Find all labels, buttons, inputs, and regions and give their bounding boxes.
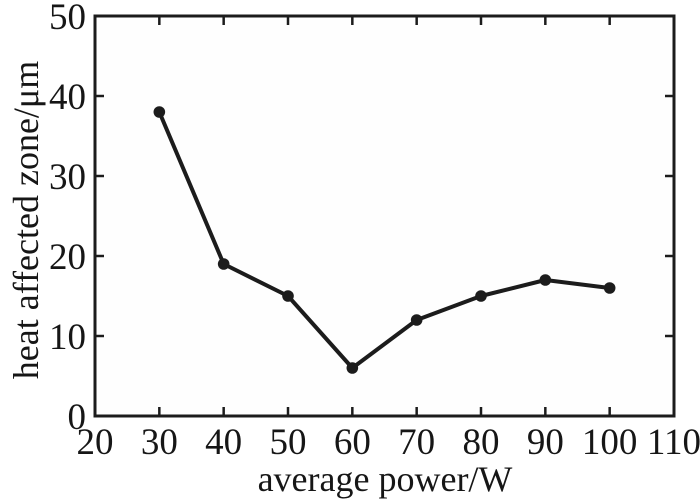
- data-point: [475, 290, 487, 302]
- x-tick-label: 100: [582, 422, 638, 463]
- data-point: [282, 290, 294, 302]
- data-point: [410, 314, 423, 326]
- y-axis-title: heat affected zone/μm: [6, 61, 46, 379]
- x-axis-title: average power/W: [258, 459, 513, 499]
- x-tick-label: 110: [647, 422, 700, 463]
- y-tick-label: 10: [49, 317, 86, 358]
- data-series: [153, 106, 616, 374]
- x-tick-label: 50: [270, 422, 307, 463]
- data-point: [217, 258, 230, 270]
- x-tick-label: 70: [398, 422, 435, 463]
- series-line: [157, 110, 612, 370]
- y-tick-label: 40: [49, 77, 86, 118]
- data-point: [603, 282, 616, 294]
- x-tick-label: 40: [205, 422, 242, 463]
- x-tick-label: 30: [141, 422, 178, 463]
- y-tick-label: 20: [49, 237, 86, 278]
- x-tick-label: 20: [77, 422, 114, 463]
- data-point: [539, 274, 552, 286]
- x-tick-label: 90: [527, 422, 564, 463]
- data-point: [153, 106, 166, 118]
- y-tick-labels: 0 10 20 30 40 50: [49, 0, 86, 438]
- x-tick-labels: 20 30 40 50 60 70 80 90 100 110: [77, 422, 700, 463]
- x-tick-label: 80: [463, 422, 500, 463]
- axis-box: [93, 14, 676, 418]
- y-tick-label: 50: [49, 0, 86, 38]
- plot-area: [95, 16, 674, 416]
- data-point: [346, 362, 359, 374]
- x-tick-label: 60: [334, 422, 371, 463]
- y-tick-label: 0: [68, 397, 87, 438]
- y-tick-label: 30: [49, 157, 86, 198]
